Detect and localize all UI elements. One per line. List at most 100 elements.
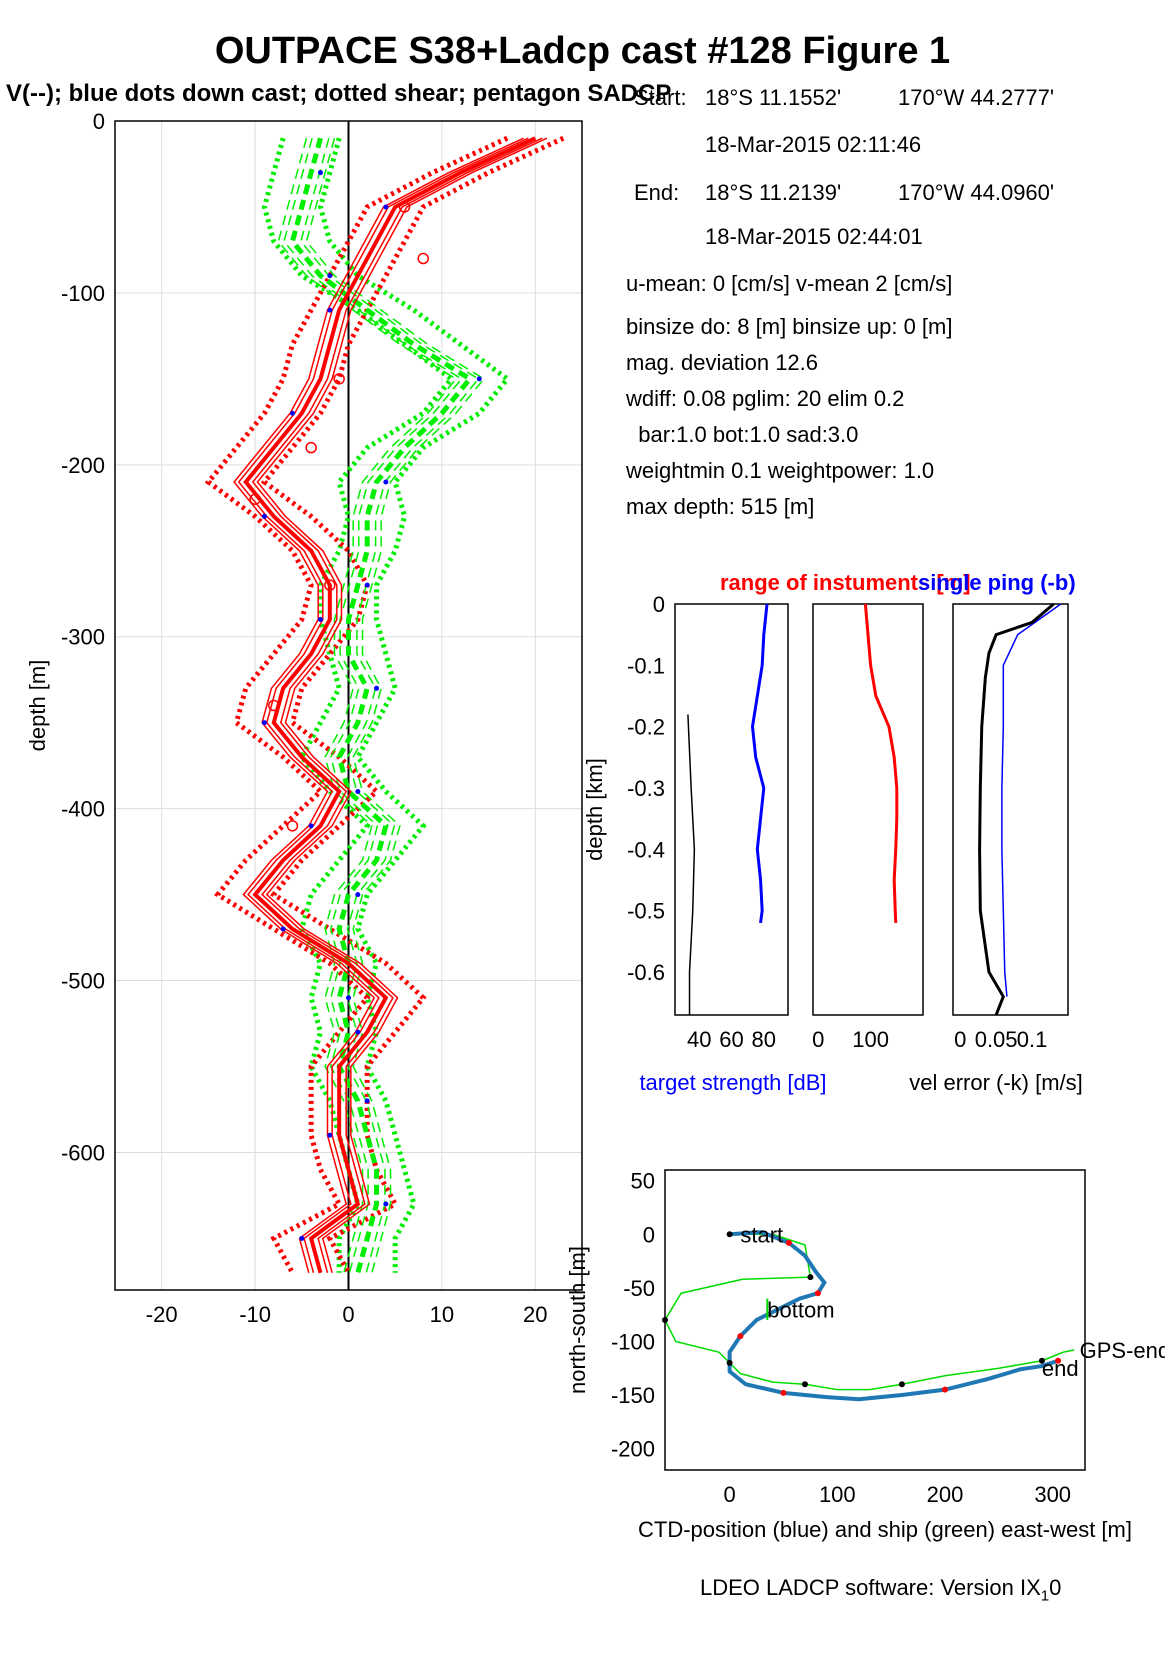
position-x-tick: 200 xyxy=(927,1482,964,1507)
single-ping-line xyxy=(1001,603,1062,997)
max-depth: max depth: 515 [m] xyxy=(626,494,815,519)
panel2-x-tick: 0 xyxy=(812,1027,824,1052)
position-y-tick: -200 xyxy=(611,1437,655,1462)
depth-km-tick: -0.4 xyxy=(627,837,665,862)
mean-velocities: u-mean: 0 [cm/s] v-mean 2 [cm/s] xyxy=(626,271,953,296)
downcast-dot xyxy=(308,823,314,829)
downcast-dot xyxy=(317,617,323,623)
sadcp-u-marker xyxy=(249,493,261,505)
profile-ylabel: depth [m] xyxy=(25,660,50,752)
start-time: 18-Mar-2015 02:11:46 xyxy=(705,132,922,157)
position-xlabel: CTD-position (blue) and ship (green) eas… xyxy=(638,1517,1132,1542)
depth-km-tick: -0.2 xyxy=(627,715,665,740)
downcast-dot xyxy=(355,1029,361,1035)
ship-track-line xyxy=(664,1233,1075,1391)
instrument-panel-frame xyxy=(674,603,789,1016)
x-tick-label: -20 xyxy=(146,1302,178,1327)
position-x-tick: 300 xyxy=(1034,1482,1071,1507)
u-profile-line xyxy=(256,137,548,1274)
single-ping-title: single ping (-b) xyxy=(918,570,1076,595)
v-profile-line xyxy=(305,137,486,1274)
position-y-tick: -100 xyxy=(611,1329,655,1354)
figure-subtitle: V(--); blue dots down cast; dotted shear… xyxy=(6,80,672,107)
sadcp-u-marker xyxy=(398,201,411,213)
sadcp-u-marker xyxy=(268,699,280,712)
v-profile-line xyxy=(300,137,480,1274)
ship-fix-dot xyxy=(807,1274,814,1281)
ctd-fix-dot xyxy=(814,1290,821,1297)
downcast-dot xyxy=(383,479,389,485)
depth-km-tick: 0 xyxy=(653,592,665,617)
panel1-x-tick: 40 xyxy=(687,1027,711,1052)
depth-km-tick: -0.6 xyxy=(627,960,665,985)
ship-fix-dot xyxy=(726,1359,733,1366)
y-tick-label: -500 xyxy=(61,969,105,994)
ship-fix-dot xyxy=(1038,1357,1045,1364)
instrument-panel-frame xyxy=(812,603,924,1016)
software-version: LDEO LADCP software: Version IX10 xyxy=(700,1575,1062,1605)
v-profile-line xyxy=(289,137,474,1274)
depth-km-tick: -0.3 xyxy=(627,776,665,801)
downcast-dot xyxy=(383,204,389,210)
x-tick-label: 0 xyxy=(342,1302,354,1327)
position-frame xyxy=(664,1169,1086,1471)
v-profile-line xyxy=(277,137,458,1274)
sadcp-u-marker xyxy=(333,373,345,385)
downcast-dot xyxy=(327,1132,333,1138)
position-label: bottom xyxy=(767,1297,834,1322)
ship-fix-dot xyxy=(898,1381,905,1388)
range-instruments-title: range of instuments [m] xyxy=(720,570,971,595)
position-y-tick: -150 xyxy=(611,1383,655,1408)
end-time: 18-Mar-2015 02:44:01 xyxy=(705,224,923,249)
panel1-x-tick: 80 xyxy=(752,1027,776,1052)
panel1-x-tick: 60 xyxy=(719,1027,743,1052)
figure-title: OUTPACE S38+Ladcp cast #128 Figure 1 xyxy=(214,30,951,72)
v-shear-envelope xyxy=(317,137,511,1273)
downcast-dot xyxy=(299,1235,305,1241)
depth-km-tick: -0.5 xyxy=(627,899,665,924)
downcast-dot xyxy=(476,376,482,382)
ship-fix-dot xyxy=(662,1317,668,1323)
downcast-dot xyxy=(355,892,361,898)
depth-km-label: depth [km] xyxy=(582,758,607,861)
profile-frame xyxy=(114,120,583,1291)
position-x-tick: 100 xyxy=(819,1482,856,1507)
target-strength-line xyxy=(750,603,769,924)
vel-error-label: vel error (-k) [m/s] xyxy=(909,1070,1083,1095)
y-tick-label: -300 xyxy=(61,625,105,650)
ship-fix-dot xyxy=(802,1381,808,1388)
sadcp-u-marker xyxy=(305,441,317,454)
position-y-tick: -50 xyxy=(623,1276,655,1301)
position-ylabel: north-south [m] xyxy=(565,1246,590,1394)
position-label: GPS-end xyxy=(1080,1338,1165,1363)
downcast-dot xyxy=(346,995,351,1001)
y-tick-label: -100 xyxy=(61,281,105,306)
y-tick-label: -200 xyxy=(61,453,105,478)
end-label: End: xyxy=(634,180,680,205)
end-latitude: 18°S 11.2139' xyxy=(705,180,842,205)
downcast-dot xyxy=(355,788,361,794)
ship-fix-dot xyxy=(726,1231,733,1238)
downcast-dot xyxy=(364,1098,370,1104)
position-label: end xyxy=(1042,1356,1079,1381)
instrument-range-line xyxy=(863,603,899,924)
panel3-x-tick: 0 xyxy=(954,1027,966,1052)
start-label: Start: xyxy=(634,85,687,110)
ctd-track-line xyxy=(727,1230,1059,1402)
x-tick-label: 10 xyxy=(430,1302,454,1327)
magnetic-deviation: mag. deviation 12.6 xyxy=(626,350,819,375)
sadcp-u-marker xyxy=(286,820,299,832)
downcast-dot xyxy=(261,513,267,519)
wdiff-info: wdiff: 0.08 pglim: 20 elim 0.2 xyxy=(626,386,905,411)
ctd-fix-dot xyxy=(785,1239,792,1246)
downcast-dot xyxy=(317,170,323,176)
downcast-dot xyxy=(289,410,295,416)
panel3-x-tick: 0.05 xyxy=(975,1027,1018,1052)
downcast-dot xyxy=(261,720,267,726)
instrument-panel-frame xyxy=(952,603,1069,1016)
weight-info: weightmin 0.1 weightpower: 1.0 xyxy=(626,458,935,483)
start-longitude: 170°W 44.2777' xyxy=(898,85,1055,110)
position-label: start xyxy=(740,1222,783,1247)
vel-error-line xyxy=(978,602,1055,1016)
bar-info: bar:1.0 bot:1.0 sad:3.0 xyxy=(626,422,859,447)
